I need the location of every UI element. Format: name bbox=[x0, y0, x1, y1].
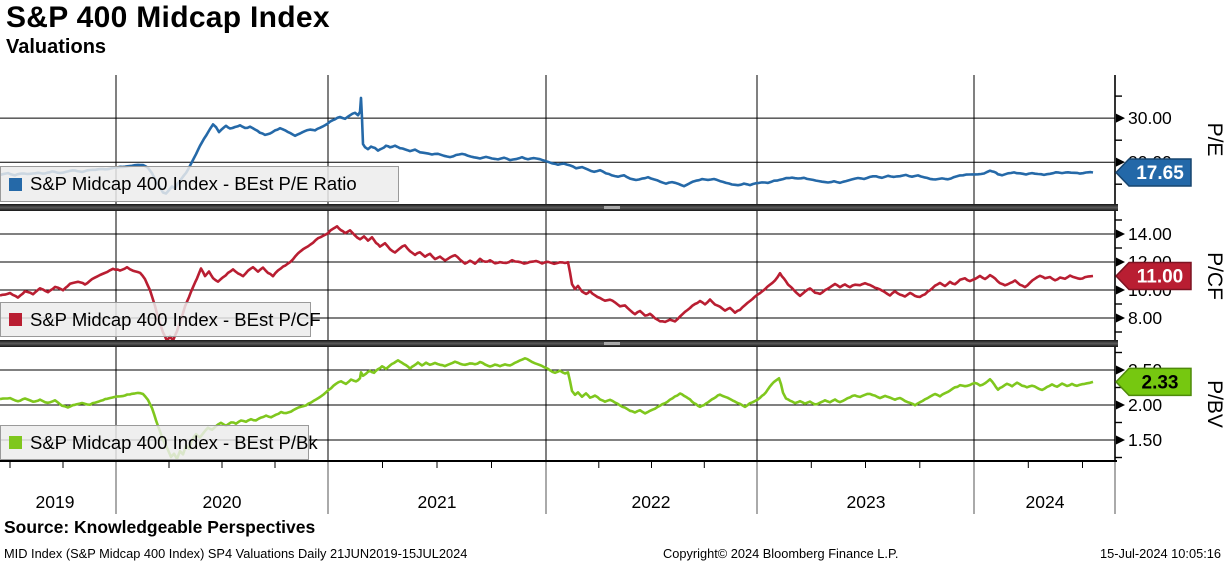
x-year-label: 2019 bbox=[36, 492, 75, 512]
legend-pe-label: S&P Midcap 400 Index - BEst P/E Ratio bbox=[30, 173, 357, 194]
pbv-last-value-tag: 2.33 bbox=[1114, 367, 1192, 397]
pcf-last-value-tag: 11.00 bbox=[1114, 261, 1192, 291]
pbv-series-swatch-icon bbox=[9, 436, 22, 449]
tick-arrow-icon bbox=[1116, 157, 1125, 167]
y-tick-label: 14.00 bbox=[1128, 224, 1172, 244]
page-subtitle: Valuations bbox=[6, 35, 107, 58]
separator-handle bbox=[604, 342, 620, 345]
legend-pbv-label: S&P Midcap 400 Index - BEst P/Bk bbox=[30, 431, 318, 453]
pe-series-swatch-icon bbox=[9, 177, 22, 191]
y-tick-label: 2.00 bbox=[1128, 395, 1162, 415]
page-title: S&P 400 Midcap Index bbox=[6, 1, 330, 34]
svg-text:11.00: 11.00 bbox=[1137, 267, 1184, 288]
separator-handle bbox=[604, 206, 620, 209]
panel-separator bbox=[0, 340, 1118, 347]
pcf-series-swatch-icon bbox=[9, 313, 22, 326]
y-tick-label: 8.00 bbox=[1128, 308, 1162, 328]
legend-pbv[interactable]: S&P Midcap 400 Index - BEst P/Bk bbox=[0, 425, 318, 460]
source-line: Source: Knowledgeable Perspectives bbox=[4, 517, 316, 537]
tick-arrow-icon bbox=[1116, 313, 1125, 323]
x-year-label: 2024 bbox=[1026, 492, 1065, 512]
x-year-label: 2021 bbox=[418, 492, 457, 512]
legend-pe[interactable]: S&P Midcap 400 Index - BEst P/E Ratio bbox=[0, 166, 399, 202]
legend-pcf-label: S&P Midcap 400 Index - BEst P/CF bbox=[30, 308, 321, 330]
x-year-label: 2023 bbox=[847, 492, 886, 512]
panel-separator bbox=[0, 204, 1118, 211]
pe-axis-title: P/E bbox=[1203, 123, 1224, 157]
svg-text:2.33: 2.33 bbox=[1142, 372, 1179, 393]
footer-copyright: Copyright© 2024 Bloomberg Finance L.P. bbox=[663, 546, 899, 561]
header: S&P 400 Midcap Index Valuations bbox=[6, 2, 330, 58]
tick-arrow-icon bbox=[1116, 285, 1125, 295]
y-tick-label: 1.50 bbox=[1128, 430, 1162, 450]
tick-arrow-icon bbox=[1116, 400, 1125, 410]
svg-text:17.65: 17.65 bbox=[1136, 163, 1184, 184]
tick-arrow-icon bbox=[1116, 365, 1125, 375]
tick-arrow-icon bbox=[1116, 229, 1125, 239]
footer-series-description: MID Index (S&P Midcap 400 Index) SP4 Val… bbox=[4, 546, 468, 561]
tick-arrow-icon bbox=[1116, 113, 1125, 123]
x-year-label: 2022 bbox=[632, 492, 671, 512]
pbv-axis-title: P/BV bbox=[1203, 380, 1224, 428]
pe-last-value-tag: 17.65 bbox=[1114, 158, 1192, 187]
footer-timestamp: 15-Jul-2024 10:05:16 bbox=[1100, 546, 1221, 561]
tick-arrow-icon bbox=[1116, 257, 1125, 267]
y-tick-label: 30.00 bbox=[1128, 108, 1172, 128]
tick-arrow-icon bbox=[1116, 435, 1125, 445]
x-year-label: 2020 bbox=[203, 492, 242, 512]
pcf-axis-title: P/CF bbox=[1203, 252, 1224, 300]
legend-pcf[interactable]: S&P Midcap 400 Index - BEst P/CF bbox=[0, 302, 321, 337]
